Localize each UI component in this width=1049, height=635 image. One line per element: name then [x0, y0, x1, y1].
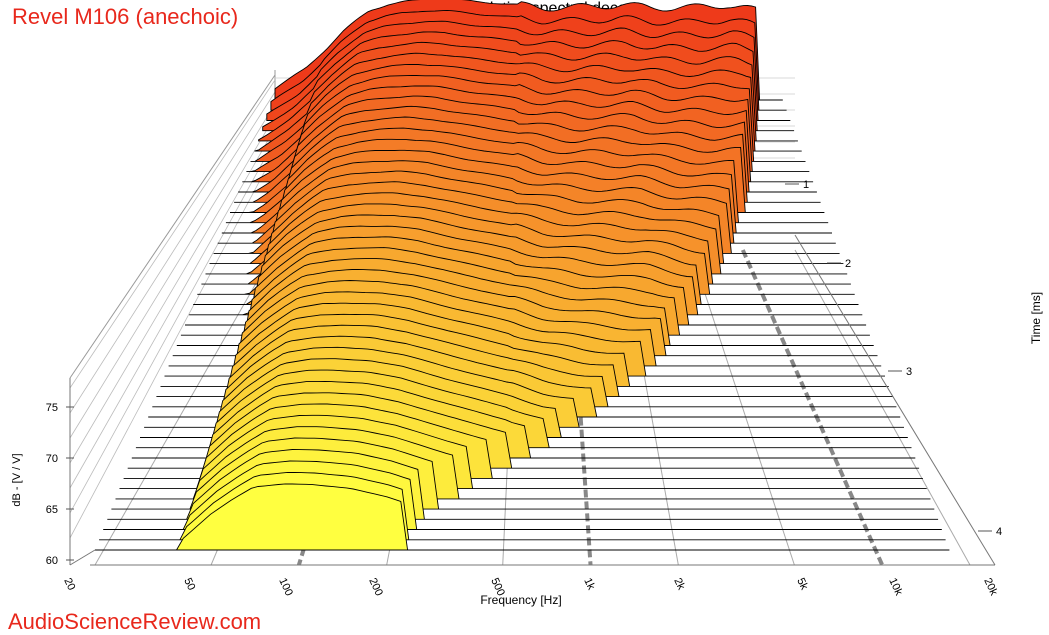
- y-axis-label: dB - [V / V]: [11, 453, 23, 506]
- y-tick-label: 75: [46, 402, 58, 414]
- left-wall-gridline: [69, 151, 276, 539]
- left-wall-gridline: [69, 127, 276, 489]
- frequency-gridline: [94, 249, 276, 566]
- x-tick-label: 10k: [886, 576, 905, 598]
- y-tick-label: 65: [46, 504, 58, 516]
- x-tick-label: 2k: [671, 576, 687, 592]
- left-wall-gridline: [69, 91, 276, 414]
- x-tick-label: 20k: [981, 576, 1000, 598]
- left-wall-gridline: [69, 115, 276, 464]
- left-wall-top-edge: [69, 74, 276, 379]
- frequency-gridline: [740, 249, 885, 566]
- watermark: AudioScienceReview.com: [8, 609, 262, 634]
- left-wall-gridline: [69, 79, 276, 389]
- plot-labels: Frequency [Hz] Time [ms] dB - [V / V] 60…: [11, 179, 1043, 607]
- frequency-gridline: [690, 249, 795, 566]
- x-tick-label: 20: [61, 576, 77, 592]
- floor-right-edge: [794, 234, 996, 566]
- y-tick-label: 70: [46, 453, 58, 465]
- frequency-gridline: [794, 249, 971, 566]
- decay-slices: [95, 0, 950, 551]
- left-wall-gridline: [69, 103, 276, 439]
- x-tick-label: 200: [366, 576, 385, 598]
- decay-slice: [95, 483, 950, 551]
- z-tick-label: 4: [996, 526, 1002, 538]
- x-tick-label: 50: [181, 576, 197, 592]
- x-tick-label: 1k: [581, 576, 597, 592]
- z-tick-label: 3: [906, 366, 912, 378]
- x-tick-label: 100: [276, 576, 295, 598]
- z-axis-label: Time [ms]: [1029, 292, 1043, 344]
- z-tick-label: 1: [803, 179, 809, 191]
- x-tick-label: 5k: [794, 576, 810, 592]
- z-tick-label: 2: [845, 258, 851, 270]
- x-axis-label: Frequency [Hz]: [480, 593, 561, 607]
- floor-left-corner: [69, 549, 96, 566]
- plot-axes: [66, 183, 996, 566]
- y-tick-label: 60: [46, 555, 58, 567]
- overlay-title: Revel M106 (anechoic): [12, 4, 239, 29]
